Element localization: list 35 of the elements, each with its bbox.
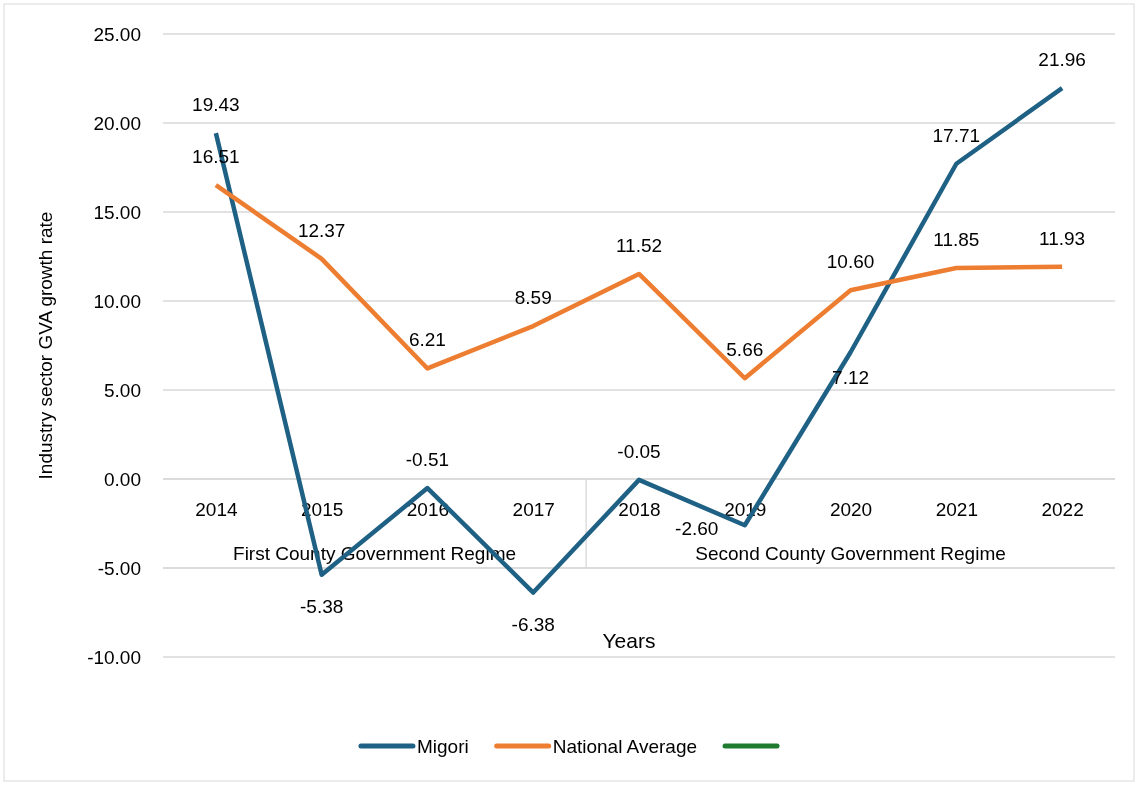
annotation: Second County Government Regime [695, 543, 1006, 564]
y-tick-label: 20.00 [93, 112, 141, 134]
y-tick-label: 0.00 [104, 468, 141, 490]
x-tick-label: 2022 [1041, 499, 1084, 521]
x-tick-label: 2017 [512, 499, 555, 521]
x-tick-label: 2018 [618, 499, 661, 521]
y-tick-label: 10.00 [93, 290, 141, 312]
data-label: 10.60 [826, 251, 875, 273]
data-label: 12.37 [297, 219, 346, 241]
y-tick-label: 15.00 [93, 201, 141, 223]
legend-label: National Average [552, 736, 698, 757]
data-label: -2.60 [675, 518, 719, 540]
y-tick-label: 25.00 [93, 23, 141, 45]
data-label: 11.52 [615, 234, 663, 256]
data-label: -6.38 [511, 613, 555, 635]
x-tick-label: 2021 [935, 499, 978, 521]
y-tick-label: 5.00 [104, 379, 141, 401]
data-label: 11.93 [1039, 227, 1086, 249]
y-tick-label: -5.00 [97, 557, 141, 579]
data-label: -0.05 [617, 440, 661, 462]
x-tick-label: 2020 [829, 499, 873, 521]
data-label: 8.59 [514, 287, 552, 309]
y-tick-label: -10.00 [87, 646, 141, 668]
y-axis-title: Industry sector GVA growth rate [35, 211, 56, 480]
data-label: 17.71 [932, 124, 981, 146]
x-axis-title: Years [602, 629, 656, 652]
data-label: -5.38 [300, 595, 344, 617]
data-label: 19.43 [192, 94, 240, 116]
data-label: 21.96 [1038, 49, 1086, 71]
data-label: 11.85 [933, 229, 980, 251]
x-tick-label: 2014 [195, 499, 238, 521]
legend-label: Migori [416, 736, 469, 757]
data-label: -0.51 [405, 449, 450, 471]
data-label: 6.21 [408, 329, 446, 351]
data-label: 5.66 [726, 339, 764, 361]
